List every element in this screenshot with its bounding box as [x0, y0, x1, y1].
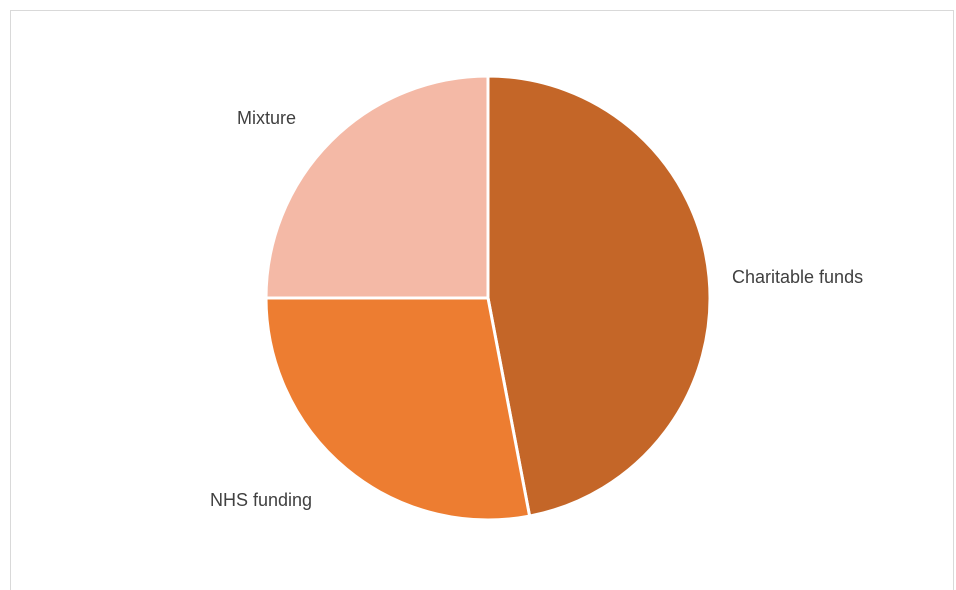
label-nhs-funding: NHS funding: [210, 490, 312, 510]
pie-slice-nhs-funding: [264, 296, 532, 522]
pie-slice-charitable-funds: [486, 74, 712, 518]
pie-slice-mixture: [264, 74, 490, 300]
pie-labels: Charitable funds NHS funding Mixture: [210, 108, 863, 510]
pie-slices: [264, 74, 712, 522]
label-mixture: Mixture: [237, 108, 296, 128]
label-charitable-funds: Charitable funds: [732, 267, 863, 287]
